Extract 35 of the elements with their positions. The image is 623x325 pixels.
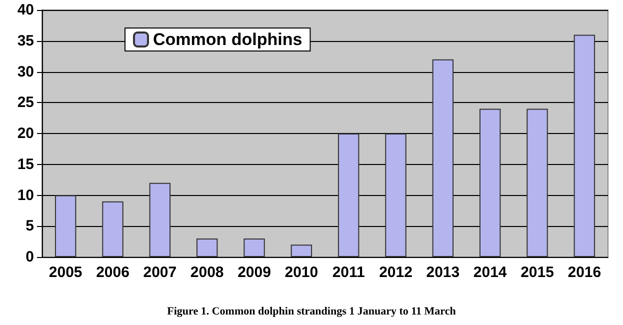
x-tick-label: 2007 [143,264,177,281]
x-tick-label: 2013 [426,264,460,281]
bar [432,59,454,257]
x-tick-label: 2016 [568,264,602,281]
bar [290,244,312,257]
bar [102,201,124,257]
y-tick-label: 10 [17,186,34,204]
bar [244,238,265,257]
bar [479,108,501,257]
x-tick-label: 2006 [96,264,130,281]
bar [54,195,76,257]
bar [526,108,548,257]
y-tick-label: 30 [17,63,34,80]
y-tick-label: 5 [26,218,34,235]
y-tick-label: 25 [17,94,34,112]
bar [574,34,596,257]
x-tick-label: 2010 [284,264,318,281]
bar [149,182,171,257]
bar [196,238,218,257]
bar [385,134,406,257]
y-tick-label: 35 [17,32,34,50]
y-tick-label: 40 [17,2,34,18]
x-tick-label: 2015 [520,264,554,281]
y-tick-label: 20 [17,125,34,142]
y-tick-label: 0 [26,248,34,266]
x-tick-label: 2014 [473,264,508,281]
caption: Figure 1. Common dolphin strandings 1 January to 11 March [167,306,456,318]
x-tick-label: 2012 [379,264,412,281]
bar [338,134,360,257]
x-tick-label: 2009 [238,264,271,281]
x-tick-label: 2005 [48,264,82,281]
y-tick-label: 15 [17,156,34,173]
x-tick-label: 2011 [332,264,365,281]
x-tick-label: 2008 [190,264,224,281]
legend-label: Common dolphins [153,30,302,49]
